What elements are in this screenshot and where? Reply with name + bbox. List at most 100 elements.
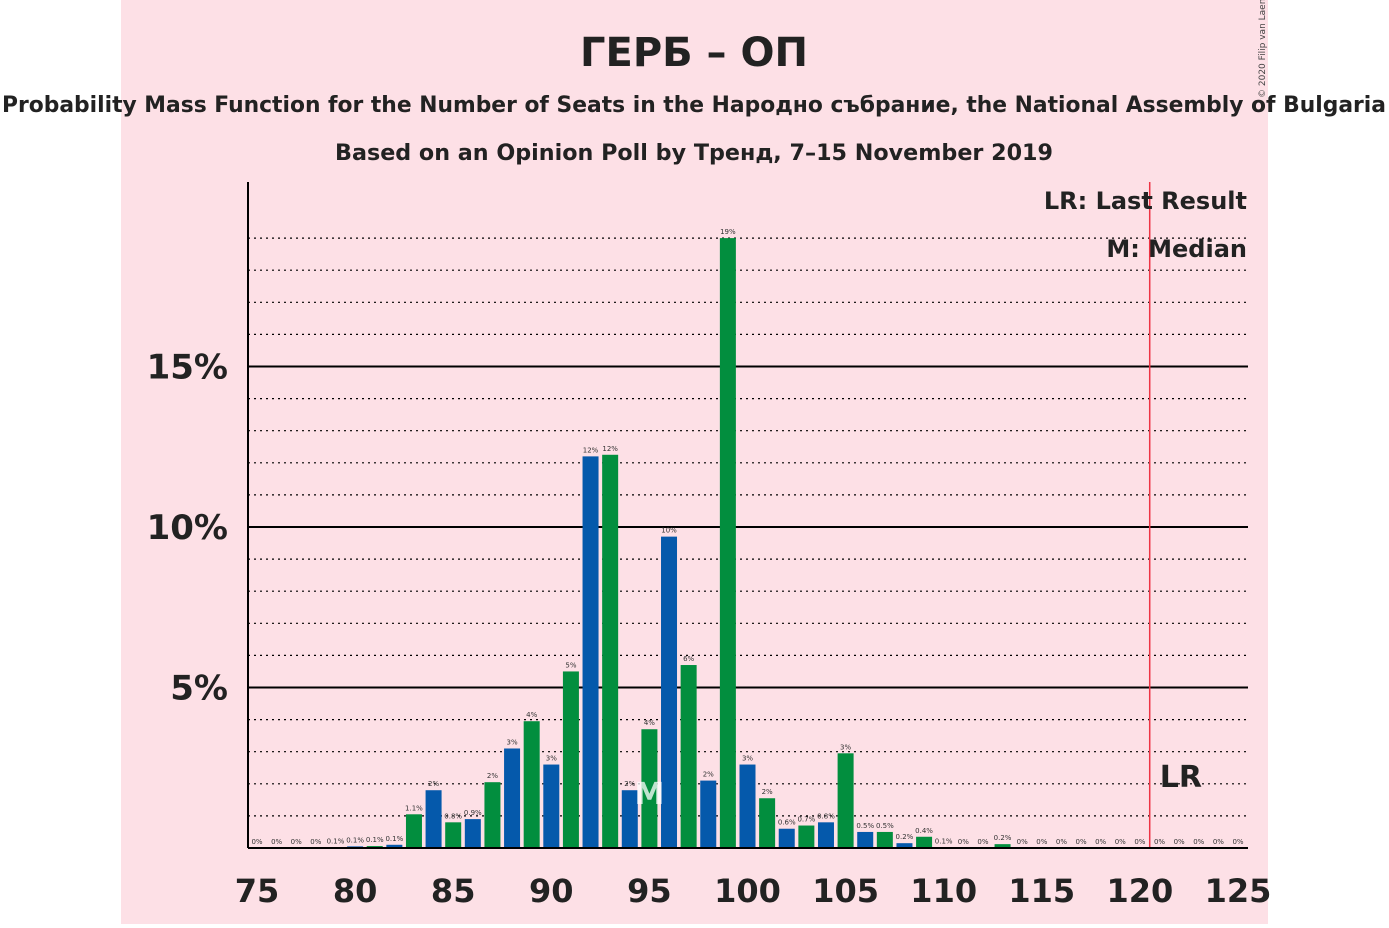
bar-label-seat-116: 0% [1056,838,1067,846]
y-tick-label: 15% [147,348,228,388]
bar-label-seat-123: 0% [1193,838,1204,846]
x-tick-label: 115 [1008,872,1075,910]
legend-last-result: LR: Last Result [1044,187,1247,215]
bar-label-seat-114: 0% [1017,838,1028,846]
bar-seat-86 [464,819,481,848]
bar-seat-103 [798,825,815,848]
bar-seat-100 [739,764,756,848]
bar-seat-99 [719,238,736,849]
bar-label-seat-94: 2% [624,780,635,788]
x-tick-label: 120 [1107,872,1174,910]
bar-label-seat-87: 2% [487,772,498,780]
bar-seat-98 [700,780,717,848]
y-axis-ticks: 5% 10% 15% [147,348,228,709]
bar-seat-87 [484,782,501,848]
bar-seat-90 [543,764,560,848]
x-tick-label: 80 [333,872,378,910]
x-tick-label: 105 [812,872,879,910]
bar-label-seat-95: 4% [644,719,655,727]
bar-seat-109 [916,836,933,848]
bar-labels: 0% 0% 0% 0% 0.1% 0.1% 0.1% 0.1%1.1%2%0.8% 0.9%2%… [251,228,1243,846]
bar-seat-84 [425,790,442,848]
bar-label-seat-84: 2% [428,780,439,788]
bar-seat-107 [876,831,893,848]
bar-label-seat-101: 2% [762,788,773,796]
bar-label-seat-108: 0.2% [896,833,914,841]
bar-seat-91 [562,671,579,848]
median-marker: M [634,777,664,812]
bar-seat-101 [759,798,776,848]
bar-label-seat-79: 0.1% [327,837,345,845]
bar-label-seat-96: 10% [661,527,677,535]
bar-label-seat-92: 12% [583,446,599,454]
bar-label-seat-119: 0% [1115,838,1126,846]
bar-seat-106 [857,831,874,848]
x-tick-label: 90 [529,872,574,910]
bar-label-seat-90: 3% [546,755,557,763]
bar-label-seat-106: 0.5% [856,822,874,830]
last-result-marker: LR [1160,760,1202,795]
x-tick-label: 85 [431,872,476,910]
bar-seat-97 [680,665,697,848]
bar-label-seat-105: 3% [840,743,851,751]
chart-title: ГЕРБ – ОП [580,30,808,76]
bar-seat-88 [504,748,521,848]
y-tick-label: 5% [170,669,228,709]
bar-label-seat-98: 2% [703,771,714,779]
bar-seat-82 [386,844,403,848]
x-tick-label: 95 [627,872,672,910]
bar-seat-113 [994,844,1011,848]
bar-seat-102 [778,828,795,848]
copyright-note: © 2020 Filip van Laenen [1258,0,1268,98]
bar-label-seat-103: 0.7% [797,816,815,824]
bar-label-seat-97: 6% [683,655,694,663]
bar-seat-85 [445,822,462,848]
chart-subtitle: Probability Mass Function for the Number… [2,93,1386,118]
bar-seat-83 [405,814,422,848]
y-tick-label: 10% [147,508,228,548]
bar-label-seat-100: 3% [742,755,753,763]
bar-label-seat-120: 0% [1134,838,1145,846]
bar-label-seat-82: 0.1% [385,835,403,843]
legend-median: M: Median [1106,235,1247,263]
chart-subtitle-source: Based on an Opinion Poll by Тренд, 7–15 … [335,141,1053,166]
bar-seat-108 [896,843,913,848]
bar-label-seat-78: 0% [310,838,321,846]
bar-label-seat-77: 0% [291,838,302,846]
bar-label-seat-99: 19% [720,228,736,236]
bar-seat-93 [602,454,619,848]
bar-label-seat-122: 0% [1174,838,1185,846]
markers: M LR [634,182,1202,848]
bar-label-seat-104: 0.8% [817,812,835,820]
bar-label-seat-86: 0.9% [464,809,482,817]
bar-label-seat-93: 12% [602,445,618,453]
bar-label-seat-125: 0% [1232,838,1243,846]
x-tick-label: 100 [714,872,781,910]
bar-label-seat-112: 0% [977,838,988,846]
bar-label-seat-109: 0.4% [915,827,933,835]
bar-label-seat-75: 0% [251,838,262,846]
bar-label-seat-83: 1.1% [405,804,423,812]
bar-label-seat-89: 4% [526,711,537,719]
bar-seat-104 [817,822,834,848]
bar-label-seat-110: 0.1% [935,837,953,845]
bar-seat-96 [661,536,678,848]
bar-label-seat-121: 0% [1154,838,1165,846]
bar-seat-89 [523,721,540,848]
x-tick-label: 75 [235,872,280,910]
bar-label-seat-81: 0.1% [366,836,384,844]
bar-label-seat-88: 3% [507,738,518,746]
x-tick-label: 125 [1205,872,1272,910]
x-axis-ticks: 75 80 85 90 95 100 105 110 115 120 125 [235,872,1272,910]
bar-label-seat-85: 0.8% [444,812,462,820]
bar-seat-92 [582,456,599,848]
bar-label-seat-80: 0.1% [346,836,364,844]
bar-seat-95 [641,729,658,848]
bar-label-seat-111: 0% [958,838,969,846]
bar-label-seat-113: 0.2% [994,834,1012,842]
bar-label-seat-102: 0.6% [778,819,796,827]
bar-label-seat-124: 0% [1213,838,1224,846]
bar-label-seat-91: 5% [565,661,576,669]
